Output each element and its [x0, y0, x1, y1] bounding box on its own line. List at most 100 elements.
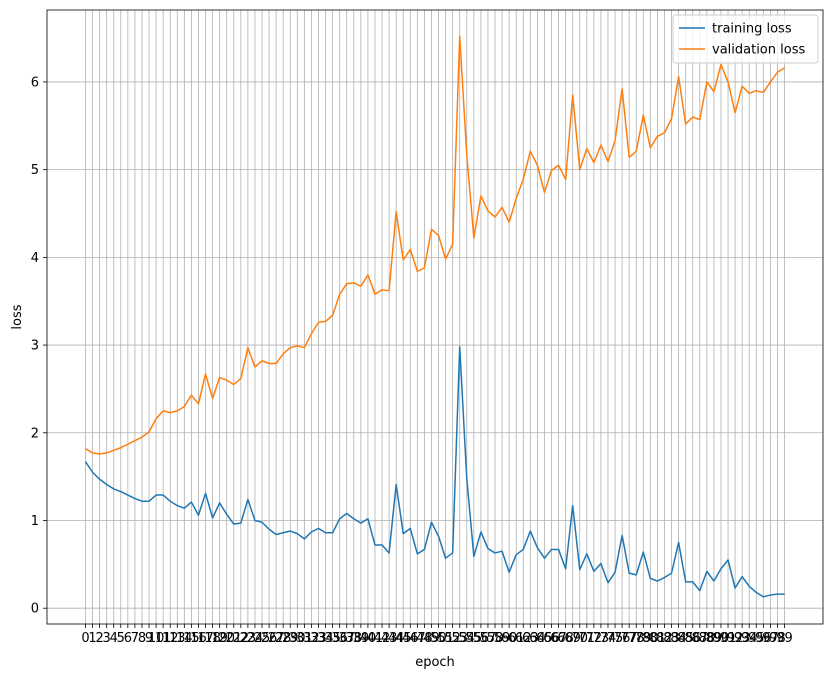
x-tick-label: 2 — [95, 631, 103, 646]
series-line-validation-loss — [85, 35, 785, 455]
x-tick-label: 70 — [571, 631, 588, 646]
x-tick-label: 56 — [473, 631, 490, 646]
x-tick-label: 75 — [607, 631, 624, 646]
x-tick-label: 7 — [131, 631, 139, 646]
x-tick-label: 44 — [388, 631, 405, 646]
x-tick-label: 46 — [402, 631, 419, 646]
x-tick-label: 65 — [536, 631, 553, 646]
x-tick-label: 19 — [211, 631, 228, 646]
x-tick-label: 77 — [621, 631, 638, 646]
x-tick-label: 20 — [218, 631, 235, 646]
x-tick-label: 94 — [741, 631, 758, 646]
x-tick-label: 40 — [360, 631, 377, 646]
x-tick-label: 95 — [748, 631, 765, 646]
x-tick-label: 31 — [296, 631, 313, 646]
x-tick-label: 9 — [145, 631, 153, 646]
x-tick-label: 51 — [437, 631, 454, 646]
x-tick-label: 81 — [649, 631, 666, 646]
x-tick-label: 8 — [138, 631, 146, 646]
x-tick-label: 93 — [734, 631, 751, 646]
x-tick-label: 61 — [508, 631, 525, 646]
x-tick-label: 58 — [487, 631, 504, 646]
x-tick-label: 66 — [543, 631, 560, 646]
x-tick-label: 18 — [204, 631, 221, 646]
x-tick-label: 38 — [346, 631, 363, 646]
x-tick-label: 79 — [635, 631, 652, 646]
x-tick-label: 96 — [755, 631, 772, 646]
legend-label-training-loss: training loss — [712, 22, 792, 37]
x-tick-label: 89 — [706, 631, 723, 646]
x-tick-label: 35 — [324, 631, 341, 646]
x-tick-label: 63 — [522, 631, 539, 646]
x-tick-label: 1 — [88, 631, 96, 646]
x-tick-label: 25 — [254, 631, 271, 646]
x-tick-label: 73 — [593, 631, 610, 646]
x-tick-label: 53 — [451, 631, 468, 646]
x-tick-label: 87 — [692, 631, 709, 646]
x-tick-label: 28 — [275, 631, 292, 646]
x-tick-label: 6 — [124, 631, 132, 646]
x-tick-label: 33 — [310, 631, 327, 646]
y-tick-label: 0 — [31, 602, 39, 617]
x-tick-label: 14 — [176, 631, 193, 646]
x-tick-label: 80 — [642, 631, 659, 646]
legend-box — [672, 14, 819, 64]
x-tick-label: 55 — [466, 631, 483, 646]
y-tick-label: 1 — [31, 514, 39, 529]
y-tick-label: 2 — [31, 426, 39, 441]
x-tick-label: 21 — [225, 631, 242, 646]
x-tick-label: 74 — [600, 631, 617, 646]
x-tick-label: 10 — [148, 631, 165, 646]
x-tick-label: 34 — [317, 631, 334, 646]
x-tick-label: 43 — [381, 631, 398, 646]
x-tick-label: 85 — [677, 631, 694, 646]
x-tick-label: 41 — [367, 631, 384, 646]
x-tick-label: 42 — [374, 631, 391, 646]
x-tick-label: 71 — [579, 631, 596, 646]
x-tick-label: 26 — [261, 631, 278, 646]
x-tick-label: 0 — [81, 631, 89, 646]
y-tick-label: 5 — [31, 163, 39, 178]
x-tick-label: 62 — [515, 631, 532, 646]
legend: training loss validation loss — [672, 14, 819, 64]
x-tick-label: 49 — [423, 631, 440, 646]
x-tick-label: 11 — [155, 631, 172, 646]
x-tick-label: 36 — [331, 631, 348, 646]
x-tick-label: 3 — [103, 631, 111, 646]
legend-label-validation-loss: validation loss — [712, 43, 805, 58]
x-tick-label: 27 — [268, 631, 285, 646]
x-tick-label: 24 — [247, 631, 264, 646]
x-tick-label: 37 — [338, 631, 355, 646]
x-tick-label: 59 — [494, 631, 511, 646]
x-tick-label: 32 — [303, 631, 320, 646]
y-axis-title: loss — [10, 304, 25, 329]
x-tick-label: 50 — [430, 631, 447, 646]
x-tick-label: 22 — [233, 631, 250, 646]
x-tick-label: 67 — [550, 631, 567, 646]
x-tick-label: 60 — [501, 631, 518, 646]
x-tick-label: 23 — [240, 631, 257, 646]
x-tick-label: 48 — [416, 631, 433, 646]
x-tick-label: 5 — [117, 631, 125, 646]
y-tick-label: 3 — [31, 339, 39, 354]
x-tick-label: 72 — [586, 631, 603, 646]
x-tick-label: 99 — [776, 631, 793, 646]
x-tick-label: 30 — [289, 631, 306, 646]
x-tick-label: 4 — [110, 631, 118, 646]
x-tick-label: 91 — [720, 631, 737, 646]
x-tick-label: 86 — [684, 631, 701, 646]
x-tick-label: 47 — [409, 631, 426, 646]
axis-ticks: 0123456789101112131415161718192021222324… — [31, 75, 793, 646]
x-tick-label: 39 — [353, 631, 370, 646]
x-axis-title: epoch — [415, 655, 455, 670]
x-tick-label: 15 — [183, 631, 200, 646]
x-tick-label: 90 — [713, 631, 730, 646]
x-tick-label: 78 — [628, 631, 645, 646]
x-tick-label: 97 — [762, 631, 779, 646]
series-line-training-loss — [84, 346, 785, 598]
x-tick-label: 64 — [529, 631, 546, 646]
x-tick-label: 88 — [699, 631, 716, 646]
x-tick-label: 13 — [169, 631, 186, 646]
